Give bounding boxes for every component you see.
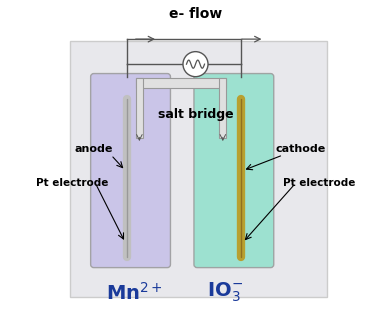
Text: Pt electrode: Pt electrode: [283, 178, 355, 188]
Bar: [219, 78, 226, 138]
Text: anode: anode: [75, 144, 113, 154]
Text: Mn$^{2+}$: Mn$^{2+}$: [106, 282, 163, 304]
Bar: [136, 78, 226, 88]
Text: cathode: cathode: [275, 144, 325, 154]
Text: Pt electrode: Pt electrode: [36, 178, 108, 188]
FancyBboxPatch shape: [70, 41, 327, 297]
Circle shape: [183, 52, 208, 77]
FancyBboxPatch shape: [91, 74, 170, 268]
FancyBboxPatch shape: [194, 74, 274, 268]
Bar: [136, 78, 143, 138]
Text: salt bridge: salt bridge: [158, 108, 233, 121]
Text: IO$_3^{-}$: IO$_3^{-}$: [207, 281, 243, 305]
Text: e- flow: e- flow: [169, 7, 222, 21]
